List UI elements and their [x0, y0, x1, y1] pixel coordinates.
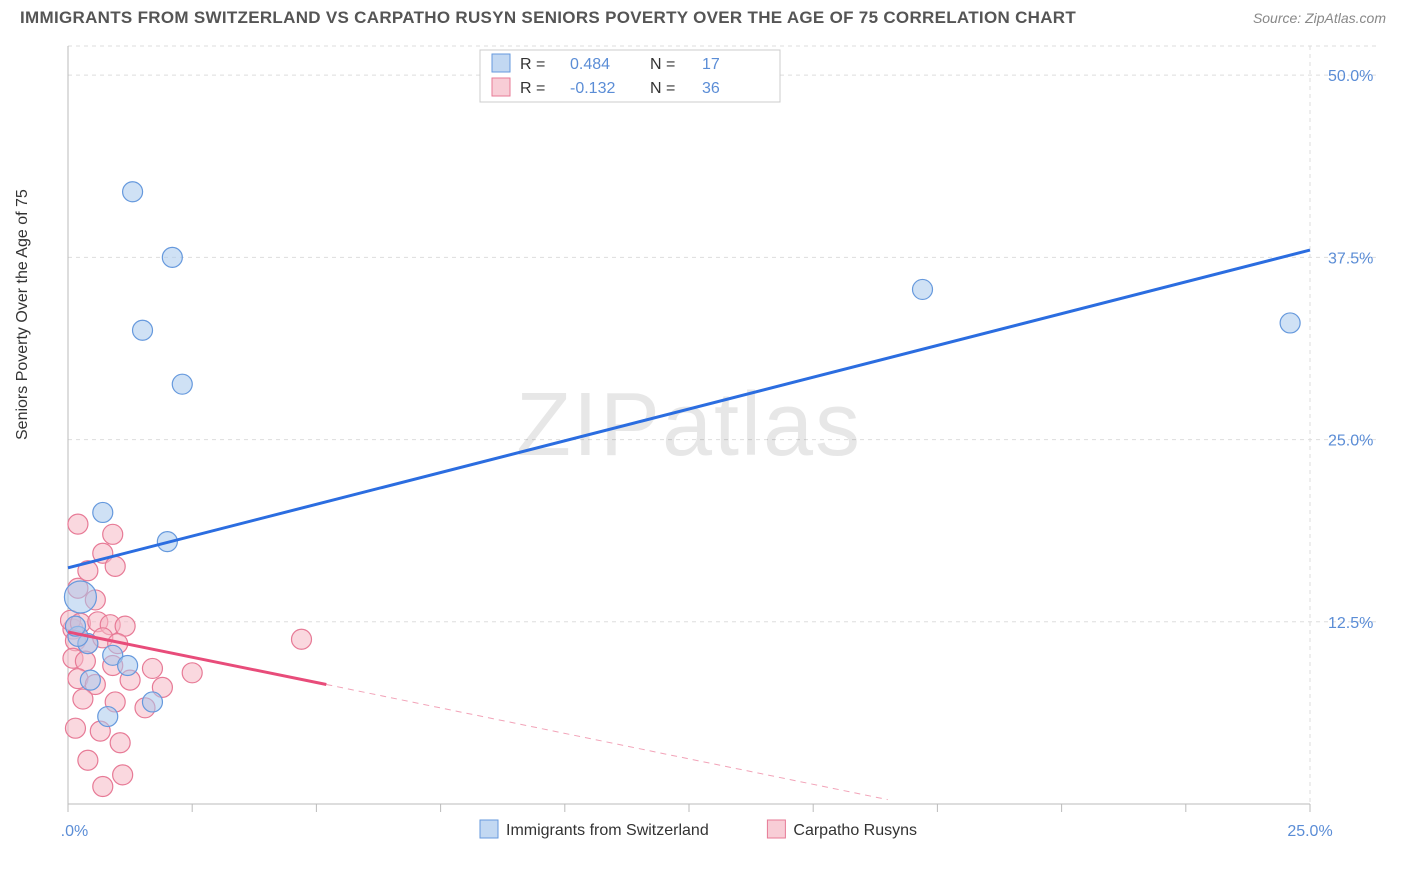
data-point [182, 663, 202, 683]
watermark: ZIPatlas [516, 375, 862, 475]
data-point [80, 670, 100, 690]
source-attribution: Source: ZipAtlas.com [1253, 10, 1386, 26]
data-point [93, 502, 113, 522]
stats-r-label: R = [520, 80, 545, 97]
x-tick-label: 0.0% [60, 823, 88, 840]
x-tick-label: 25.0% [1287, 823, 1332, 840]
data-point [291, 629, 311, 649]
chart-area: ZIPatlas 0.0% 25.0% 12.5% 25.0% 37.5% 50.0% R =… [60, 42, 1380, 852]
stats-n-value: 36 [702, 80, 720, 97]
data-point [162, 247, 182, 267]
data-point [103, 524, 123, 544]
data-point [93, 777, 113, 797]
legend-swatch [767, 820, 785, 838]
data-point [118, 656, 138, 676]
y-tick-label: 12.5% [1328, 615, 1373, 632]
legend-swatch [480, 820, 498, 838]
stats-r-value: -0.132 [570, 80, 615, 97]
stats-n-label: N = [650, 56, 675, 73]
y-tick-label: 37.5% [1328, 250, 1373, 267]
legend-label: Carpatho Rusyns [793, 822, 917, 839]
scatter-chart: ZIPatlas 0.0% 25.0% 12.5% 25.0% 37.5% 50.0% R =… [60, 42, 1380, 852]
stats-n-value: 17 [702, 56, 720, 73]
data-point [65, 718, 85, 738]
trend-line-ext-pink [326, 684, 887, 799]
data-point [68, 514, 88, 534]
legend-label: Immigrants from Switzerland [506, 822, 709, 839]
y-tick-label: 25.0% [1328, 433, 1373, 450]
data-point [123, 182, 143, 202]
data-point [105, 556, 125, 576]
chart-title: IMMIGRANTS FROM SWITZERLAND VS CARPATHO … [20, 8, 1076, 28]
data-point [142, 658, 162, 678]
data-point [98, 707, 118, 727]
data-point [172, 374, 192, 394]
data-point [73, 689, 93, 709]
y-tick-label: 50.0% [1328, 68, 1373, 85]
trend-line [68, 250, 1310, 568]
stats-r-value: 0.484 [570, 56, 610, 73]
y-axis-label: Seniors Poverty Over the Age of 75 [14, 189, 32, 440]
data-point [78, 750, 98, 770]
legend-swatch [492, 54, 510, 72]
data-point [110, 733, 130, 753]
data-point [113, 765, 133, 785]
data-point [133, 320, 153, 340]
data-point [64, 581, 96, 613]
data-point [912, 279, 932, 299]
stats-n-label: N = [650, 80, 675, 97]
data-point [1280, 313, 1300, 333]
data-point [142, 692, 162, 712]
legend-swatch [492, 78, 510, 96]
stats-r-label: R = [520, 56, 545, 73]
